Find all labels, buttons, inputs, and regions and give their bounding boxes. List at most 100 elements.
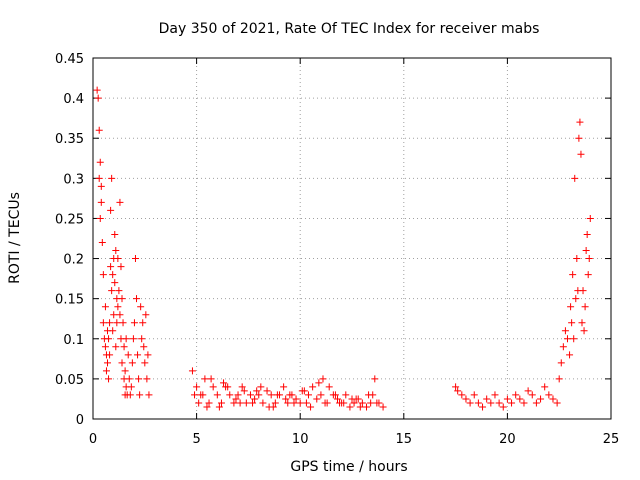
x-tick-label: 25 xyxy=(603,432,620,447)
data-point xyxy=(325,383,333,391)
data-point xyxy=(458,391,466,399)
data-point xyxy=(101,343,109,351)
data-point xyxy=(133,295,141,303)
x-tick-label: 20 xyxy=(499,432,516,447)
data-point xyxy=(126,391,134,399)
data-point xyxy=(251,395,259,403)
data-point xyxy=(205,399,213,407)
data-point xyxy=(95,174,103,182)
data-point xyxy=(296,399,304,407)
data-point xyxy=(145,391,153,399)
data-point xyxy=(282,395,290,403)
y-axis-label: ROTI / TECUs xyxy=(7,192,23,284)
data-point xyxy=(576,118,584,126)
data-point xyxy=(94,94,102,102)
data-point xyxy=(101,303,109,311)
data-point xyxy=(108,174,116,182)
data-point xyxy=(561,327,569,335)
data-point xyxy=(331,391,339,399)
data-point xyxy=(105,375,113,383)
data-point xyxy=(479,403,487,411)
data-point xyxy=(570,335,578,343)
data-point xyxy=(557,359,565,367)
data-point xyxy=(113,319,121,327)
data-point xyxy=(213,391,221,399)
data-point xyxy=(263,387,271,395)
data-point xyxy=(269,403,277,411)
data-point xyxy=(537,395,545,403)
y-tick-label: 0.15 xyxy=(55,293,84,308)
data-point xyxy=(93,86,101,94)
data-points xyxy=(93,86,594,411)
data-point xyxy=(128,359,136,367)
data-point xyxy=(124,351,132,359)
data-point xyxy=(116,198,124,206)
data-point xyxy=(577,150,585,158)
data-point xyxy=(215,403,223,411)
data-point xyxy=(569,271,577,279)
data-point xyxy=(499,403,507,411)
data-point xyxy=(367,399,375,407)
data-point xyxy=(125,375,133,383)
grid xyxy=(93,58,611,419)
data-point xyxy=(139,319,147,327)
data-point xyxy=(108,287,116,295)
data-point xyxy=(290,399,298,407)
data-point xyxy=(137,303,145,311)
data-point xyxy=(483,395,491,403)
data-point xyxy=(284,399,292,407)
data-point xyxy=(97,198,105,206)
data-point xyxy=(575,134,583,142)
y-tick-label: 0.45 xyxy=(55,52,84,67)
data-point xyxy=(236,399,244,407)
data-point xyxy=(238,383,246,391)
data-point xyxy=(142,311,150,319)
y-tick-label: 0.35 xyxy=(55,132,84,147)
data-point xyxy=(462,395,470,403)
y-tick-label: 0.2 xyxy=(63,253,84,268)
data-point xyxy=(317,391,325,399)
data-point xyxy=(115,287,123,295)
data-point xyxy=(96,158,104,166)
data-point xyxy=(336,399,344,407)
data-point xyxy=(487,399,495,407)
data-point xyxy=(201,375,209,383)
chart-title: Day 350 of 2021, Rate Of TEC Index for r… xyxy=(159,21,540,37)
data-point xyxy=(516,395,524,403)
data-point xyxy=(224,383,232,391)
data-point xyxy=(304,391,312,399)
x-tick-label: 10 xyxy=(292,432,309,447)
data-point xyxy=(116,311,124,319)
data-point xyxy=(107,263,115,271)
data-point xyxy=(253,387,261,395)
data-point xyxy=(255,391,263,399)
data-point xyxy=(138,335,146,343)
data-point xyxy=(259,399,267,407)
data-point xyxy=(230,399,238,407)
data-point xyxy=(131,255,139,263)
data-point xyxy=(107,206,115,214)
data-point xyxy=(232,395,240,403)
data-point xyxy=(118,359,126,367)
data-point xyxy=(373,399,381,407)
data-point xyxy=(369,391,377,399)
data-point xyxy=(586,214,594,222)
data-point xyxy=(99,319,107,327)
data-point xyxy=(104,359,112,367)
data-point xyxy=(271,399,279,407)
data-point xyxy=(584,271,592,279)
data-point xyxy=(127,383,135,391)
data-point xyxy=(474,399,482,407)
data-point xyxy=(98,239,106,247)
data-point xyxy=(568,319,576,327)
data-point xyxy=(333,395,341,403)
data-point xyxy=(350,399,358,407)
data-point xyxy=(583,230,591,238)
data-point xyxy=(117,263,125,271)
data-point xyxy=(220,379,228,387)
y-tick-label: 0.4 xyxy=(63,92,84,107)
data-point xyxy=(102,367,110,375)
data-point xyxy=(143,375,151,383)
data-point xyxy=(246,391,254,399)
data-point xyxy=(319,375,327,383)
